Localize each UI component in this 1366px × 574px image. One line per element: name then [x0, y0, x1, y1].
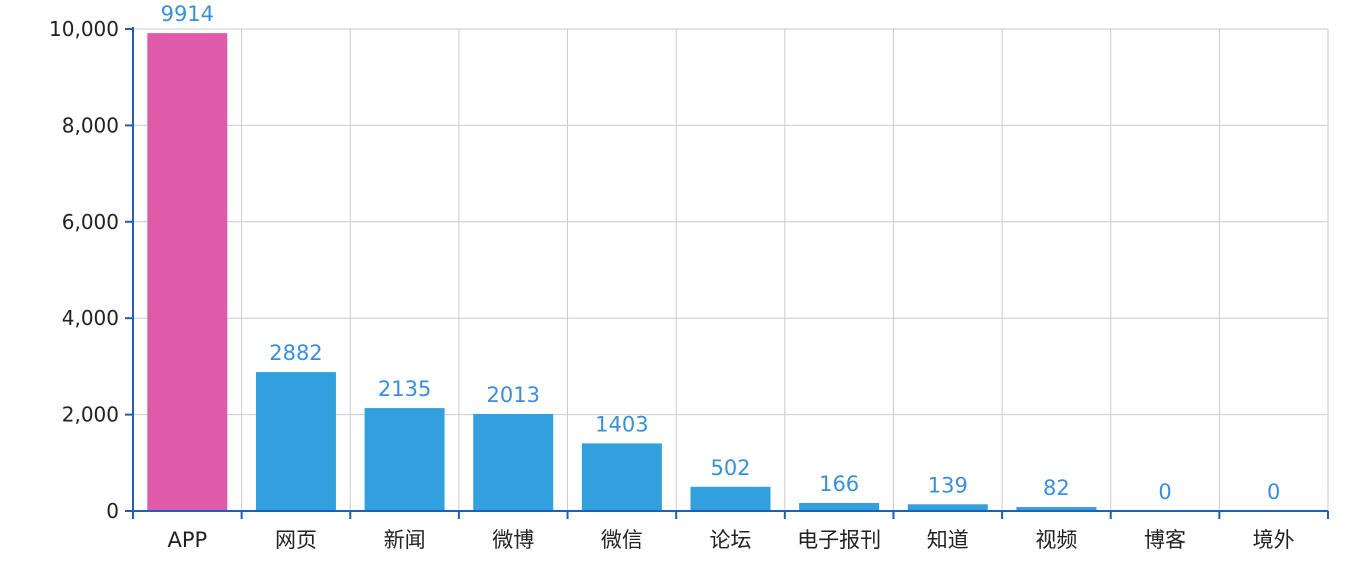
data-label: 9914	[161, 2, 214, 26]
y-tick-label: 8,000	[62, 113, 119, 137]
grid-lines	[133, 28, 1329, 511]
data-label: 0	[1158, 480, 1171, 504]
x-tick-label: 知道	[927, 528, 969, 552]
data-label: 0	[1267, 480, 1280, 504]
bar-7	[907, 504, 988, 511]
data-label: 166	[819, 472, 859, 496]
x-tick-label: 微信	[601, 528, 643, 552]
x-tick-label: 论坛	[710, 528, 752, 552]
y-tick-label: 4,000	[62, 306, 119, 330]
x-tick-label: 电子报刊	[797, 528, 881, 552]
x-tick-label: APP	[167, 528, 207, 552]
x-tick-label: 网页	[275, 528, 317, 552]
bar-3	[473, 413, 554, 511]
x-tick-label: 境外	[1253, 528, 1295, 552]
data-label: 2882	[269, 341, 322, 365]
y-tick-label: 10,000	[49, 17, 119, 41]
data-label: 502	[710, 456, 750, 480]
bars-group	[147, 33, 1097, 511]
data-labels: 9914 2882 2135 2013 1403 502 166 139 82 0 0	[161, 2, 1281, 504]
x-tick-label: 新闻	[384, 528, 426, 552]
y-tick-label: 2,000	[62, 403, 119, 427]
data-label: 139	[928, 473, 968, 497]
y-tick-label: 6,000	[62, 210, 119, 234]
data-label: 2135	[378, 377, 431, 401]
bar-0	[147, 33, 228, 511]
axes-group	[125, 27, 1329, 519]
bar-6	[799, 502, 880, 511]
bar-1	[255, 372, 336, 511]
x-tick-labels: APP 网页 新闻 微博 微信 论坛 电子报刊 知道 视频 博客 境外	[167, 528, 1294, 552]
x-tick-label: 微博	[492, 528, 534, 552]
x-tick-label: 视频	[1035, 528, 1077, 552]
data-label: 82	[1043, 476, 1070, 500]
bar-2	[364, 408, 445, 511]
y-tick-labels: 0 2,000 4,000 6,000 8,000 10,000	[49, 17, 119, 523]
data-label: 2013	[487, 383, 540, 407]
y-tick-label: 0	[106, 499, 119, 523]
data-label: 1403	[595, 412, 648, 436]
bar-8	[1016, 507, 1097, 511]
bar-4	[581, 443, 662, 511]
x-tick-label: 博客	[1144, 528, 1186, 552]
bar-5	[690, 486, 771, 511]
